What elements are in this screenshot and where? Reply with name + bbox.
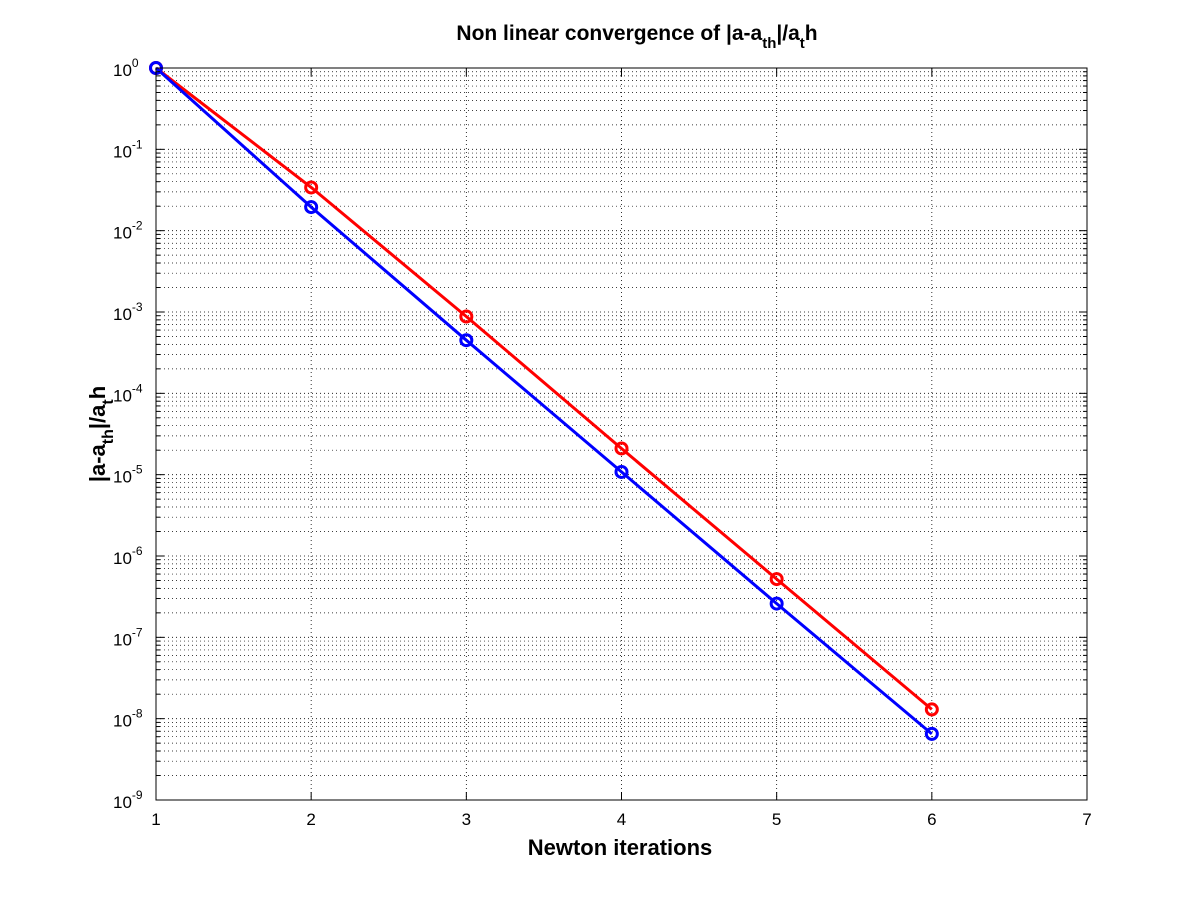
- y-tick-label: 10-6: [113, 544, 143, 568]
- series-2-marker: [459, 333, 474, 348]
- y-axis-label: |a-ath|/ath: [85, 386, 117, 482]
- series-1-marker: [614, 441, 629, 456]
- series-1-marker: [769, 572, 784, 587]
- y-tick-label: 10-8: [113, 707, 143, 731]
- x-tick-label: 5: [772, 810, 781, 829]
- series-layer: [149, 61, 939, 741]
- x-tick-label: 4: [617, 810, 626, 829]
- plot-background: [156, 68, 1087, 800]
- axis-ticks: [155, 67, 1088, 801]
- y-tick-label: 10-4: [113, 381, 143, 405]
- series-1-marker: [304, 180, 319, 195]
- y-tick-label: 10-2: [113, 219, 143, 243]
- x-tick-label: 7: [1082, 810, 1091, 829]
- x-tick-labels: 1 2 3 4 5 6 7: [151, 810, 1091, 829]
- x-axis-label: Newton iterations: [528, 835, 713, 860]
- series-line-1: [155, 66, 933, 711]
- x-tick-label: 1: [151, 810, 160, 829]
- x-tick-label: 3: [462, 810, 471, 829]
- x-tick-label: 6: [927, 810, 936, 829]
- y-tick-label: 100: [113, 56, 139, 80]
- y-tick-label: 10-1: [113, 137, 143, 161]
- series-2-marker: [304, 200, 319, 215]
- y-tick-label: 10-3: [113, 300, 143, 324]
- x-tick-label: 2: [306, 810, 315, 829]
- y-tick-label: 10-9: [113, 788, 143, 812]
- y-tick-label: 10-7: [113, 625, 143, 649]
- plot-area: [149, 61, 1088, 801]
- series-2-marker: [614, 464, 629, 479]
- series-2-marker: [924, 726, 939, 741]
- series-line-2: [154, 66, 933, 736]
- chart-title: Non linear convergence of |a-ath|/ath: [456, 22, 817, 52]
- series-2-marker: [769, 596, 784, 611]
- series-1-marker: [924, 702, 939, 717]
- y-tick-labels: 100 10-1 10-2 10-3 10-4 10-5 10-6 10-7 10-8 10-9: [113, 56, 143, 812]
- y-tick-label: 10-5: [113, 463, 143, 487]
- series-1-marker: [459, 309, 474, 324]
